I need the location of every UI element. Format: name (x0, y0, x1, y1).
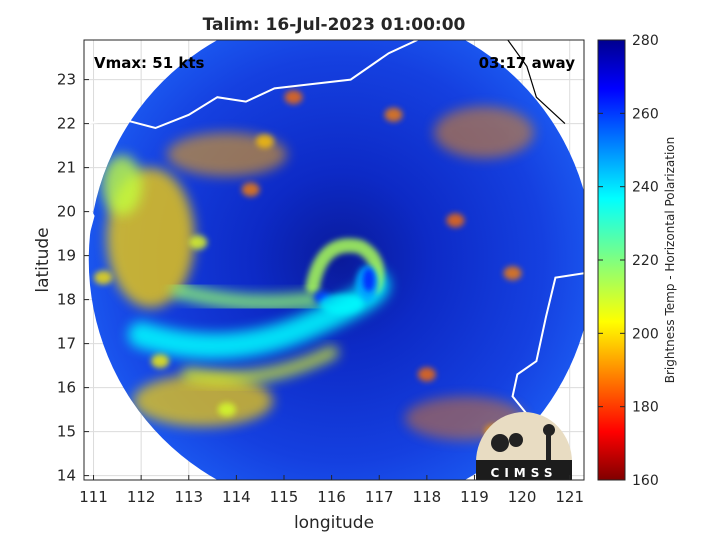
colorbar-label: Brightness Temp - Horizontal Polarizatio… (663, 137, 677, 384)
convective-cell-8 (384, 107, 403, 122)
cb-tick-label-240: 240 (632, 180, 659, 196)
convective-cell-9 (284, 90, 303, 105)
convective-cell-1 (241, 182, 260, 197)
colorbar-ticks: 160 180 200 220 240 260 280 (598, 33, 659, 489)
x-tick-label-121: 121 (555, 488, 584, 506)
convective-cell-7 (446, 213, 465, 228)
vmax-annotation: Vmax: 51 kts (94, 54, 204, 72)
y-tick-label-16: 16 (57, 379, 76, 397)
cb-tick-label-160: 160 (632, 473, 659, 489)
logo-dish-2 (509, 433, 523, 447)
x-tick-label-118: 118 (413, 488, 442, 506)
y-tick-label-15: 15 (57, 423, 76, 441)
x-tick-label-120: 120 (508, 488, 537, 506)
cb-tick-label-220: 220 (632, 253, 659, 269)
northeast-band (434, 106, 534, 159)
chart-title: Talim: 16-Jul-2023 01:00:00 (203, 15, 466, 35)
x-axis-label: longitude (294, 513, 374, 533)
y-tick-label-20: 20 (57, 203, 76, 221)
x-tick-label-119: 119 (460, 488, 489, 506)
logo-tower (546, 434, 551, 460)
cb-tick-label-200: 200 (632, 326, 659, 342)
x-tick-label-117: 117 (365, 488, 394, 506)
brightness-temperature-field (88, 40, 584, 480)
y-tick-label-17: 17 (57, 335, 76, 353)
y-tick-label-19: 19 (57, 247, 76, 265)
y-tick-label-18: 18 (57, 291, 76, 309)
cb-tick-label-260: 260 (632, 106, 659, 122)
y-tick-label-14: 14 (57, 467, 76, 485)
west-cell (102, 155, 143, 216)
y-tick-label-23: 23 (57, 71, 76, 89)
outer-rainband (181, 345, 339, 385)
logo-band (476, 460, 572, 480)
x-tick-label-115: 115 (270, 488, 299, 506)
core-max (362, 267, 375, 292)
axes-frame (83, 39, 585, 481)
cb-tick-label-280: 280 (632, 33, 659, 49)
coast-taiwan (507, 40, 566, 125)
south-band (133, 374, 274, 427)
y-tick-label-21: 21 (57, 159, 76, 177)
y-axis-label: latitude (33, 227, 53, 292)
cb-tick-label-180: 180 (632, 400, 659, 416)
x-tick-label-114: 114 (222, 488, 251, 506)
logo-text: CIMSS (491, 466, 558, 480)
cimss-logo: CIMSS (476, 412, 572, 480)
swath-features (94, 90, 534, 441)
eyewall (305, 238, 385, 294)
plot-area: CIMSS (84, 40, 584, 480)
logo-dish-1 (491, 434, 509, 452)
y-axis: 14 15 16 17 18 19 20 21 22 23 (57, 71, 89, 485)
coast-hainan (84, 197, 95, 234)
y-tick-label-22: 22 (57, 115, 76, 133)
convective-cell-0 (255, 134, 274, 149)
away-annotation: 03:17 away (479, 54, 576, 72)
convective-cell-4 (217, 402, 236, 417)
coast-china (84, 40, 418, 130)
x-axis: 111 112 113 114 115 116 117 118 119 120 121 (79, 475, 584, 506)
x-tick-label-112: 112 (127, 488, 156, 506)
convective-cell-3 (151, 354, 170, 369)
x-tick-label-111: 111 (79, 488, 108, 506)
convective-cell-6 (503, 266, 522, 281)
core-band (319, 294, 364, 314)
convective-cell-2 (189, 235, 208, 250)
convective-cell-11 (94, 270, 113, 285)
colorbar: 160 180 200 220 240 260 280 Brightness Temp - … (597, 33, 677, 489)
x-tick-label-113: 113 (174, 488, 203, 506)
x-tick-label-116: 116 (317, 488, 346, 506)
logo-tower-ball (543, 424, 555, 436)
inner-rainband (171, 282, 321, 311)
convective-cell-5 (417, 367, 436, 382)
